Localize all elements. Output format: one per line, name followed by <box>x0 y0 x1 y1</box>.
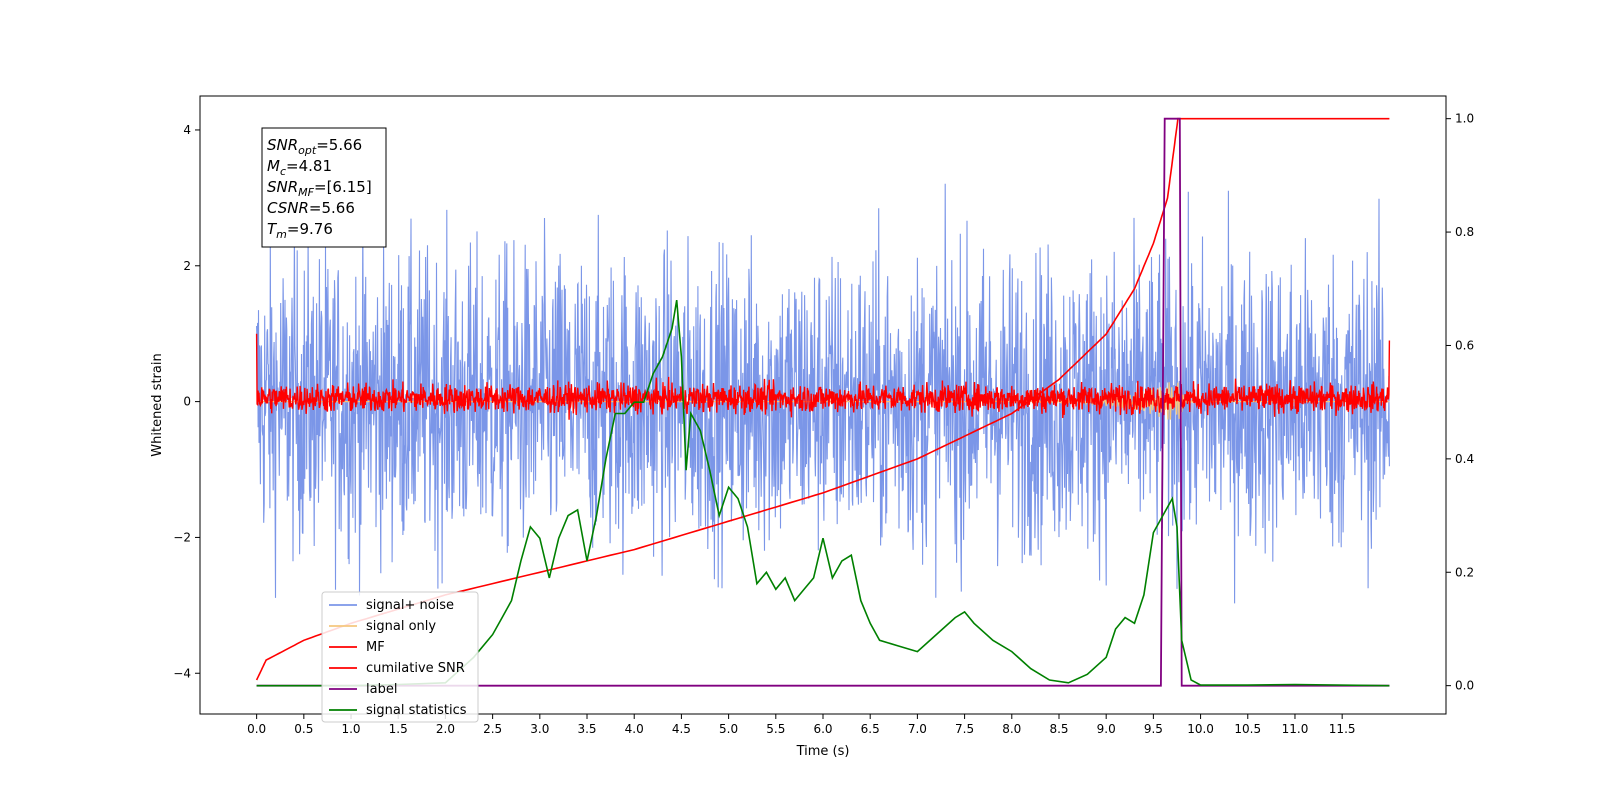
legend-label: signal only <box>366 619 436 634</box>
annotation-line: CSNR=5.66 <box>267 199 355 217</box>
y-axis-label: Whitened strain <box>150 353 165 456</box>
x-tick-label: 0.0 <box>247 722 266 736</box>
y-right-tick-label: 0.8 <box>1455 225 1474 239</box>
x-tick-label: 8.0 <box>1002 722 1021 736</box>
y-left-tick-label: 4 <box>183 123 191 137</box>
legend: signal+ noise signal only MF cumilative SNR… <box>321 591 479 723</box>
x-tick-label: 3.5 <box>577 722 596 736</box>
y-left-tick-label: −2 <box>173 530 191 544</box>
x-tick-label: 11.0 <box>1282 722 1309 736</box>
annotation-line: SNRopt=5.66 <box>267 136 362 157</box>
x-tick-label: 6.5 <box>861 722 880 736</box>
x-tick-label: 9.0 <box>1097 722 1116 736</box>
y-left-tick-label: 2 <box>183 259 191 273</box>
x-tick-label: 1.5 <box>389 722 408 736</box>
y-right-tick-label: 0.4 <box>1455 452 1474 466</box>
x-axis-label: Time (s) <box>796 744 850 759</box>
series-signal-statistics-line <box>256 299 1390 687</box>
x-tick-label: 8.5 <box>1049 722 1068 736</box>
y-axis-left-ticks: 4 2 0 −2 −4 <box>173 123 200 680</box>
annotation-line: SNRMF=[6.15] <box>267 178 372 199</box>
annotation-line: Tm=9.76 <box>267 220 333 241</box>
legend-label: cumilative SNR <box>366 661 465 676</box>
annotation-line: Mc=4.81 <box>267 157 332 178</box>
x-tick-label: 1.0 <box>341 722 360 736</box>
legend-label: label <box>366 682 397 697</box>
x-tick-label: 2.0 <box>436 722 455 736</box>
x-tick-label: 4.0 <box>625 722 644 736</box>
series-mf-line <box>255 333 1391 420</box>
x-tick-label: 7.0 <box>908 722 927 736</box>
legend-frame <box>321 591 479 723</box>
x-tick-label: 11.5 <box>1329 722 1356 736</box>
x-tick-label: 0.5 <box>294 722 313 736</box>
annotation-box-frame <box>261 127 387 248</box>
y-right-tick-label: 0.2 <box>1455 565 1474 579</box>
x-tick-label: 10.0 <box>1187 722 1214 736</box>
y-left-tick-label: −4 <box>173 666 191 680</box>
y-right-tick-label: 0.0 <box>1455 679 1474 693</box>
x-tick-label: 3.0 <box>530 722 549 736</box>
legend-label: MF <box>366 640 385 655</box>
legend-label: signal statistics <box>366 703 467 718</box>
x-tick-label: 5.0 <box>719 722 738 736</box>
x-axis-ticks: 0.0 0.5 1.0 1.5 2.0 2.5 3.0 3.5 4.0 4.5 5.0 5.5 6.0 6… <box>247 714 1356 736</box>
y-left-tick-label: 0 <box>183 395 191 409</box>
legend-label: signal+ noise <box>366 598 454 613</box>
x-tick-label: 9.5 <box>1144 722 1163 736</box>
y-right-tick-label: 1.0 <box>1455 112 1474 126</box>
y-axis-right-ticks: 1.0 0.8 0.6 0.4 0.2 0.0 <box>1446 112 1474 693</box>
x-tick-label: 4.5 <box>672 722 691 736</box>
x-tick-label: 7.5 <box>955 722 974 736</box>
y-right-tick-label: 0.6 <box>1455 338 1474 352</box>
x-tick-label: 2.5 <box>483 722 502 736</box>
x-tick-label: 5.5 <box>766 722 785 736</box>
x-tick-label: 10.5 <box>1234 722 1261 736</box>
x-tick-label: 6.0 <box>813 722 832 736</box>
